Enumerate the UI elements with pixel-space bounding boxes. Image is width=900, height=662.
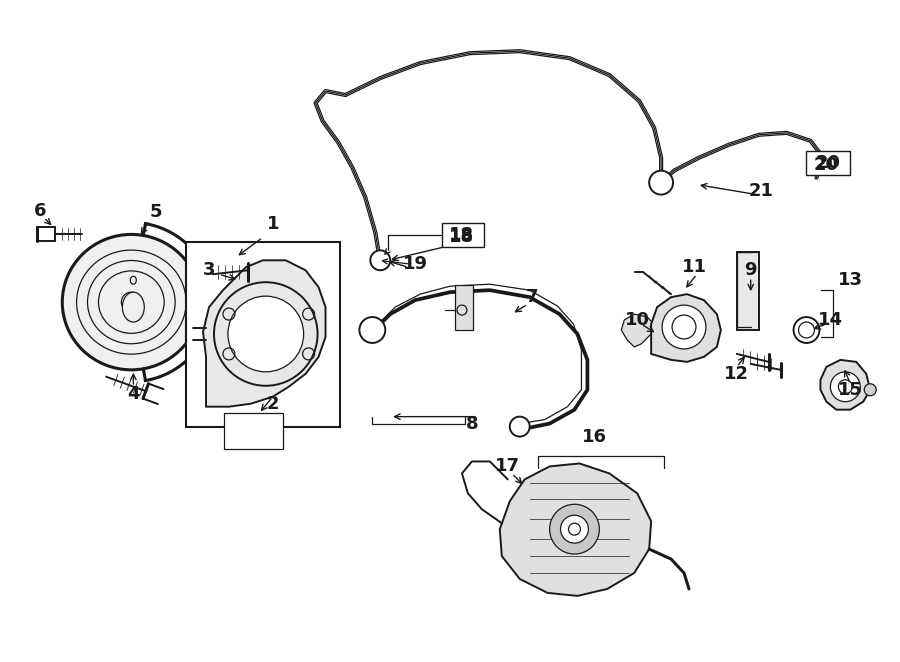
Bar — [806, 151, 850, 175]
Polygon shape — [500, 463, 652, 596]
Text: 15: 15 — [838, 381, 863, 399]
Circle shape — [649, 171, 673, 195]
Text: 20: 20 — [816, 154, 841, 171]
Text: 14: 14 — [818, 311, 843, 329]
Text: 18: 18 — [449, 226, 474, 244]
Ellipse shape — [122, 292, 141, 312]
Text: 21: 21 — [748, 181, 773, 199]
Bar — [186, 242, 340, 426]
Text: 8: 8 — [465, 414, 478, 432]
Text: 1: 1 — [266, 215, 279, 234]
Polygon shape — [652, 294, 721, 362]
Polygon shape — [203, 260, 326, 406]
Circle shape — [214, 282, 318, 386]
Text: 17: 17 — [495, 457, 520, 475]
Circle shape — [794, 317, 819, 343]
Ellipse shape — [130, 276, 136, 284]
Text: 20: 20 — [814, 156, 839, 173]
Text: 19: 19 — [402, 256, 428, 273]
Circle shape — [662, 305, 706, 349]
Text: 12: 12 — [724, 365, 750, 383]
Text: 18: 18 — [449, 228, 474, 246]
Text: 5: 5 — [150, 203, 163, 222]
Bar — [737, 252, 759, 330]
Circle shape — [550, 504, 599, 554]
Text: 16: 16 — [582, 428, 607, 446]
Circle shape — [228, 296, 303, 372]
Text: 11: 11 — [681, 258, 706, 276]
Text: 9: 9 — [744, 261, 757, 279]
Circle shape — [561, 515, 589, 543]
Ellipse shape — [62, 234, 201, 370]
Bar — [442, 224, 484, 248]
Ellipse shape — [122, 292, 144, 322]
Circle shape — [864, 384, 877, 396]
Circle shape — [831, 372, 860, 402]
Text: 3: 3 — [202, 261, 215, 279]
Polygon shape — [821, 360, 870, 410]
Circle shape — [359, 317, 385, 343]
Text: 4: 4 — [127, 385, 140, 402]
Circle shape — [509, 416, 530, 436]
Text: 6: 6 — [33, 201, 46, 220]
Circle shape — [370, 250, 391, 270]
Bar — [455, 285, 472, 330]
Text: 13: 13 — [838, 271, 863, 289]
FancyBboxPatch shape — [224, 412, 283, 448]
Text: 7: 7 — [526, 288, 538, 306]
Text: 2: 2 — [266, 395, 279, 412]
Polygon shape — [621, 314, 654, 347]
Text: 10: 10 — [625, 311, 650, 329]
